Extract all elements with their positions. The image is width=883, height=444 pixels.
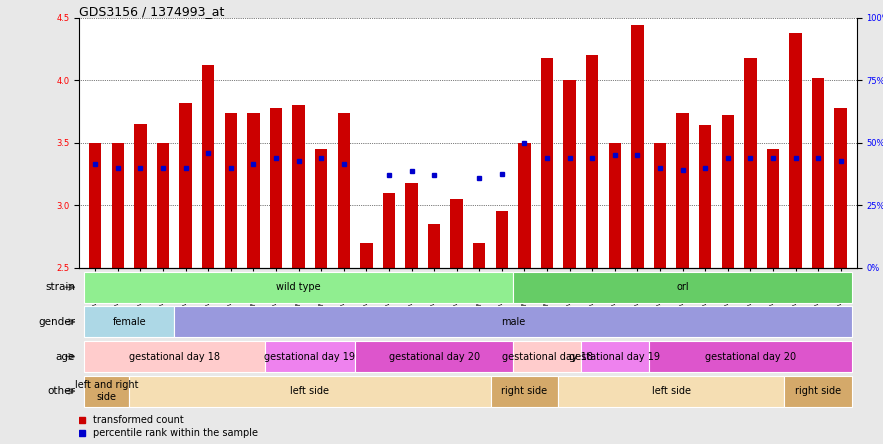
Bar [247,113,260,268]
Bar [518,143,531,268]
Text: female: female [112,317,146,327]
Bar [129,376,491,407]
Bar [360,243,373,268]
Bar [811,78,825,268]
Text: right side: right side [795,386,841,396]
Text: male: male [501,317,525,327]
Text: left side: left side [291,386,329,396]
Text: gestational day 20: gestational day 20 [389,352,479,361]
Bar [563,80,576,268]
Text: gestational day 18: gestational day 18 [502,352,592,361]
Text: strain: strain [45,282,75,292]
Bar [405,183,418,268]
Bar [744,58,757,268]
Bar [265,341,355,372]
Bar [84,341,265,372]
Bar [382,193,395,268]
Bar [721,115,734,268]
Bar [491,376,558,407]
Bar [111,143,125,268]
Bar [224,113,237,268]
Bar [292,105,305,268]
Bar [676,113,689,268]
Text: wild type: wild type [276,282,321,292]
Bar [270,108,283,268]
Text: orl: orl [676,282,689,292]
Text: gender: gender [38,317,75,327]
Bar [84,306,174,337]
Bar [174,306,852,337]
Bar [157,143,170,268]
Text: gestational day 18: gestational day 18 [129,352,220,361]
Text: age: age [56,352,75,361]
Bar [608,143,621,268]
Bar [513,272,852,303]
Text: gestational day 19: gestational day 19 [570,352,660,361]
Bar [202,65,215,268]
Text: other: other [47,386,75,396]
Bar [581,341,649,372]
Bar [84,376,129,407]
Text: percentile rank within the sample: percentile rank within the sample [94,428,259,438]
Bar [653,143,666,268]
Bar [315,149,328,268]
Bar [337,113,350,268]
Bar [784,376,852,407]
Bar [789,33,802,268]
Bar [586,55,599,268]
Bar [766,149,779,268]
Bar [649,341,852,372]
Text: transformed count: transformed count [94,415,185,424]
Text: GDS3156 / 1374993_at: GDS3156 / 1374993_at [79,5,225,18]
Bar [355,341,513,372]
Text: gestational day 20: gestational day 20 [705,352,796,361]
Bar [495,211,508,268]
Bar [558,376,784,407]
Bar [699,125,712,268]
Bar [540,58,554,268]
Bar [631,25,644,268]
Bar [473,243,486,268]
Bar [428,224,441,268]
Bar [450,199,463,268]
Text: right side: right side [502,386,547,396]
Bar [834,108,847,268]
Bar [84,272,513,303]
Bar [134,124,147,268]
Text: gestational day 19: gestational day 19 [264,352,355,361]
Bar [179,103,192,268]
Bar [513,341,581,372]
Text: left side: left side [652,386,691,396]
Text: left and right
side: left and right side [75,381,139,402]
Bar [89,143,102,268]
